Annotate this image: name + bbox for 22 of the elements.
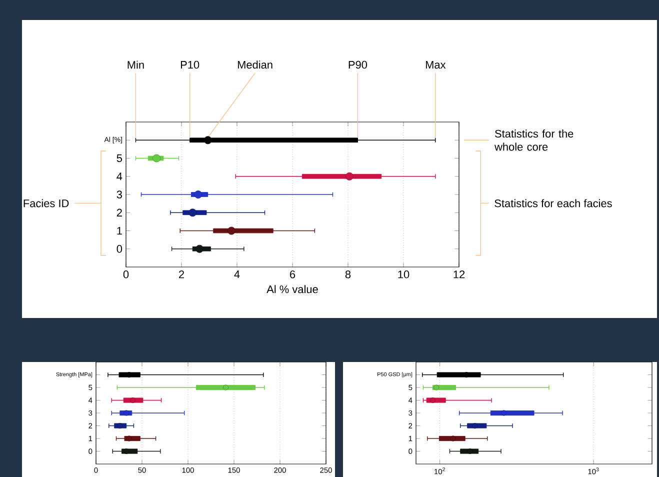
annotation: Max [426,61,446,69]
annotation: P90 [348,60,368,69]
y-tick-label: 1 [117,226,122,235]
annotation: Median [238,60,272,69]
x-axis-title: Al % value [266,285,318,294]
x-tick-label: 12 [454,270,465,278]
y-tick-label: 0 [116,245,122,253]
x-tick-label: 6 [290,270,296,278]
y-tick-label: 2 [116,208,122,216]
x-tick-label: 8 [345,270,351,278]
y-tick-label: 3 [116,190,122,198]
x-tick-label: 0 [123,270,129,278]
y-tick-label: 4 [116,172,122,180]
x-tick-label: 4 [234,270,240,278]
text: Statistics for each facies [494,199,612,208]
y-tick-label: 5 [116,154,122,162]
y-axis-title: Facies ID [24,199,69,208]
text: Statistics for the whole core [494,130,574,151]
x-tick-label: 2 [179,270,184,278]
annotation: Min [128,60,144,69]
x-tick-label: 10 [398,270,410,278]
annotation: P10 [180,60,200,69]
